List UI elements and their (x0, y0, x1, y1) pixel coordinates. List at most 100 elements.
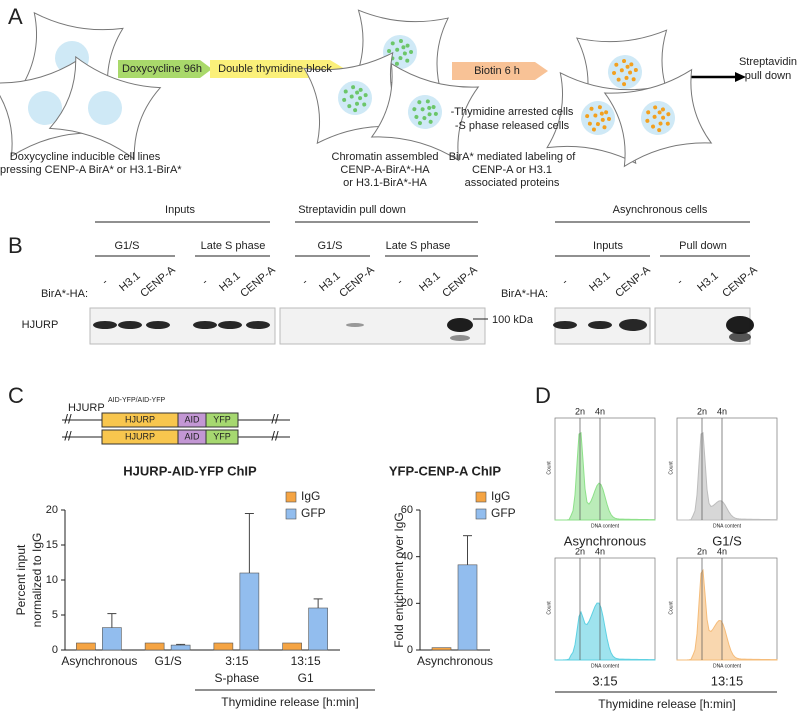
lane-label: CENP-A (238, 264, 278, 300)
endpoint-label: Streptavidin (739, 56, 797, 68)
domain (205, 412, 239, 428)
dot (387, 49, 392, 54)
dot (351, 85, 356, 90)
break-mark: // (64, 411, 72, 426)
dot (405, 58, 410, 63)
dot (427, 112, 432, 117)
row-label: HJURP (22, 319, 59, 331)
bar (102, 627, 122, 651)
y-axis-label: Count (668, 461, 674, 475)
bar (457, 564, 478, 651)
band (619, 319, 647, 331)
nucleus (338, 81, 372, 115)
dot (417, 121, 422, 126)
group-title: Asynchronous cells (613, 204, 708, 216)
break-mark: // (271, 428, 279, 443)
cell (48, 55, 162, 161)
lane-label: - (300, 276, 311, 288)
x-tick-label: 3:15 (225, 654, 249, 668)
dot (595, 122, 600, 127)
dot (597, 105, 602, 110)
construct-name: HJURP (68, 402, 105, 414)
lane-label: CENP-A (138, 264, 178, 300)
dot (660, 107, 665, 112)
dot (398, 39, 403, 44)
peak-label: 2n (575, 546, 585, 556)
condition: -S phase released cells (455, 120, 570, 132)
arrow (118, 60, 212, 78)
y-tick-label: 10 (46, 574, 58, 586)
domain-label: YFP (213, 414, 231, 424)
dot (619, 68, 624, 73)
bar (282, 642, 302, 651)
dot (362, 102, 367, 107)
x-tick-sublabel: S-phase (215, 671, 260, 685)
x-tick-sublabel: G1 (298, 671, 314, 685)
peak-label: 4n (595, 406, 605, 416)
nucleus (88, 91, 122, 125)
dot (633, 68, 638, 73)
dot (409, 49, 414, 54)
histogram-label: 3:15 (592, 673, 617, 688)
lane-label: - (100, 276, 111, 288)
lane-label: - (675, 276, 686, 288)
dot (342, 97, 347, 102)
dot (602, 125, 607, 130)
dot (616, 77, 621, 82)
dot (343, 89, 348, 94)
band (588, 321, 612, 329)
dot (422, 116, 427, 121)
y-tick-label: 5 (52, 609, 58, 621)
dot (665, 121, 670, 126)
y-tick-label: 60 (401, 504, 413, 516)
dot (402, 51, 407, 56)
chart-title: HJURP-AID-YFP ChIP (123, 463, 257, 478)
peak-label: 2n (697, 406, 707, 416)
x-tick-label: G1/S (154, 654, 181, 668)
dot (657, 128, 662, 133)
band (146, 321, 170, 329)
dot (645, 118, 650, 123)
condition: -Thymidine arrested cells (451, 106, 574, 118)
subgroup-title: Late S phase (201, 240, 266, 252)
caption: or H3.1-BirA*-HA (343, 177, 427, 189)
dot (666, 112, 671, 117)
peak-label: 2n (575, 406, 585, 416)
legend-swatch (475, 508, 487, 520)
histogram-label: G1/S (712, 533, 742, 548)
band (726, 316, 754, 334)
caption: CENP-A-BirA*-HA (340, 164, 430, 176)
caption: BirA* mediated labeling of (449, 151, 577, 163)
group-title: Inputs (165, 204, 195, 216)
y-axis-label: Count (546, 601, 552, 615)
cell (370, 62, 480, 162)
x-tick-label: Asynchronous (417, 654, 493, 668)
dot (622, 59, 627, 64)
dot (417, 100, 422, 105)
peak-label: 4n (717, 546, 727, 556)
step-label: Doxycycline 96h (122, 63, 202, 75)
nucleus (28, 91, 62, 125)
domain-label: HJURP (125, 414, 155, 424)
bar (431, 647, 452, 651)
dot (587, 121, 592, 126)
subgroup-title: Pull down (679, 240, 727, 252)
y-axis-label: Percent input (14, 544, 28, 615)
dot (612, 70, 617, 75)
subgroup-title: Inputs (593, 240, 623, 252)
cell (303, 51, 407, 145)
dot (651, 124, 656, 129)
dot (353, 108, 358, 113)
dot (431, 105, 436, 110)
domain-label: AID (184, 414, 200, 424)
y-tick-label: 15 (46, 539, 58, 551)
dot (628, 70, 633, 75)
bar (239, 572, 260, 651)
histogram-label: Asynchronous (564, 533, 647, 548)
histogram-frame (676, 417, 778, 521)
lane-label: - (200, 276, 211, 288)
nucleus (581, 101, 615, 135)
caption: Doxycycline inducible cell lines (10, 151, 161, 163)
dot (585, 114, 590, 119)
